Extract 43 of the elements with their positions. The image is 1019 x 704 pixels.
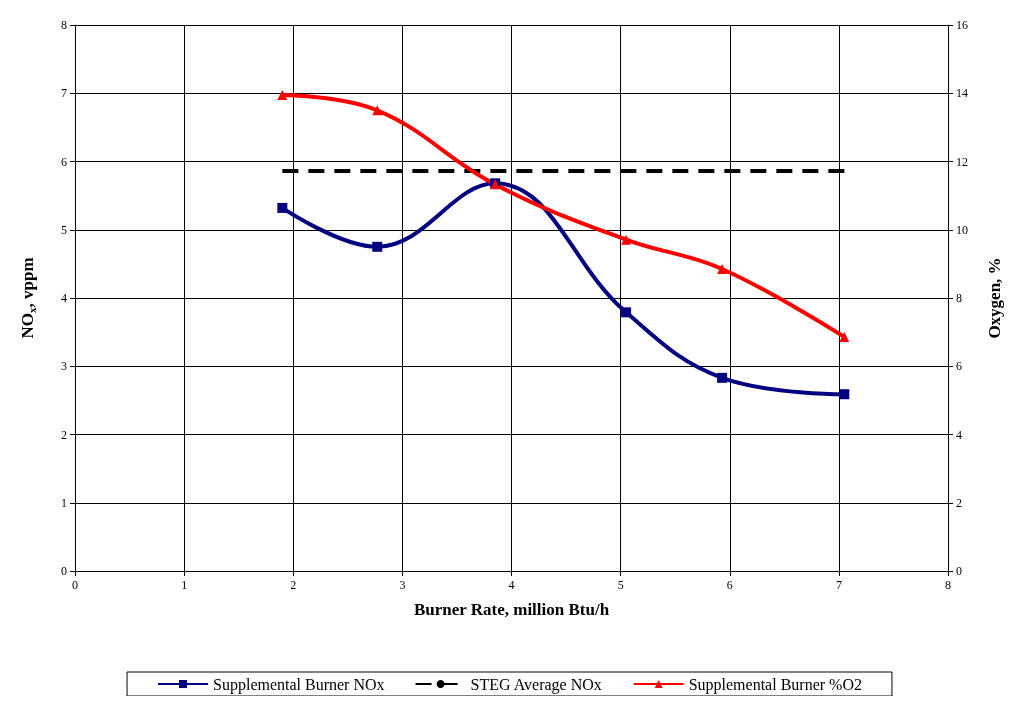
x-tick-label: 6 bbox=[726, 578, 733, 592]
x-tick-label: 3 bbox=[399, 578, 406, 592]
y-tick-label: 7 bbox=[61, 86, 67, 101]
y2-tick-label: 0 bbox=[956, 564, 962, 578]
y-tick-label: 4 bbox=[61, 291, 67, 305]
y2-tick-label: 6 bbox=[956, 359, 962, 374]
x-tick-label: 4 bbox=[508, 578, 515, 592]
point bbox=[372, 241, 383, 252]
x-tick-label: 2 bbox=[290, 578, 297, 592]
point bbox=[717, 372, 728, 383]
y-tick-label: 8 bbox=[61, 18, 67, 32]
y2-tick-label: 12 bbox=[956, 154, 968, 169]
x-tick-label: 5 bbox=[617, 578, 624, 592]
y-tick-label: 5 bbox=[61, 222, 67, 237]
x-tick-label: 1 bbox=[181, 578, 188, 592]
x-tick-label: 8 bbox=[945, 578, 951, 592]
y2-tick-label: 4 bbox=[956, 427, 962, 442]
legend-label: Supplemental Burner %O2 bbox=[688, 675, 862, 694]
y-tick-label: 1 bbox=[61, 495, 67, 510]
point bbox=[839, 331, 850, 342]
y-axis-title: NOx, vppm bbox=[18, 257, 38, 339]
point bbox=[621, 307, 632, 318]
y-tick-label: 3 bbox=[61, 359, 67, 374]
x-axis-title: Burner Rate, million Btu/h bbox=[413, 600, 610, 619]
y2-tick-label: 2 bbox=[956, 495, 962, 510]
y2-tick-label: 8 bbox=[956, 291, 962, 305]
y-tick-label: 0 bbox=[61, 564, 67, 578]
y-tick-label: 6 bbox=[61, 154, 67, 169]
x-tick-label: 7 bbox=[835, 578, 842, 592]
y2-tick-label: 14 bbox=[956, 86, 968, 101]
y2-tick-label: 16 bbox=[956, 18, 968, 32]
point bbox=[372, 105, 383, 116]
y-tick-label: 2 bbox=[61, 427, 67, 442]
y2-tick-label: 10 bbox=[956, 222, 968, 237]
y2-axis-title: Oxygen, % bbox=[985, 257, 1004, 339]
legend-label: Supplemental Burner NOx bbox=[213, 675, 385, 694]
point bbox=[277, 89, 288, 100]
point bbox=[277, 202, 288, 213]
point bbox=[621, 234, 632, 245]
legend-label: STEG Average NOx bbox=[470, 675, 602, 694]
point bbox=[839, 389, 850, 400]
x-tick-label: 0 bbox=[72, 578, 78, 592]
point bbox=[717, 263, 728, 274]
